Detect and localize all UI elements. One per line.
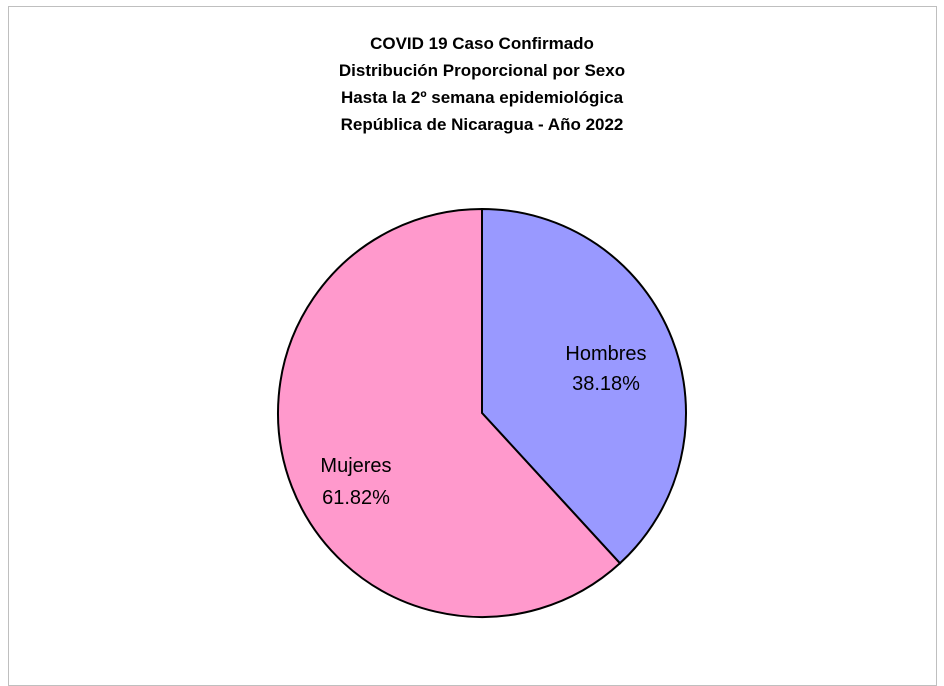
pie-slice-mujeres [277,207,622,618]
slice-value-label-hombres: 38.18% [572,373,640,395]
pie-slice-hombres [481,207,687,565]
chart-title-line-4: República de Nicaragua - Año 2022 [340,115,624,134]
slice-value-label-mujeres: 61.82% [322,487,390,509]
slice-label-hombres: Hombres [565,343,646,365]
chart-title: COVID 19 Caso Confirmado Distribución Pr… [0,30,944,138]
chart-title-line-2: Distribución Proporcional por Sexo [338,61,626,80]
chart-title-line-1: COVID 19 Caso Confirmado [370,34,594,53]
chart-title-line-3: Hasta la 2º semana epidemiológica [340,88,624,107]
slice-label-mujeres: Mujeres [320,455,391,477]
